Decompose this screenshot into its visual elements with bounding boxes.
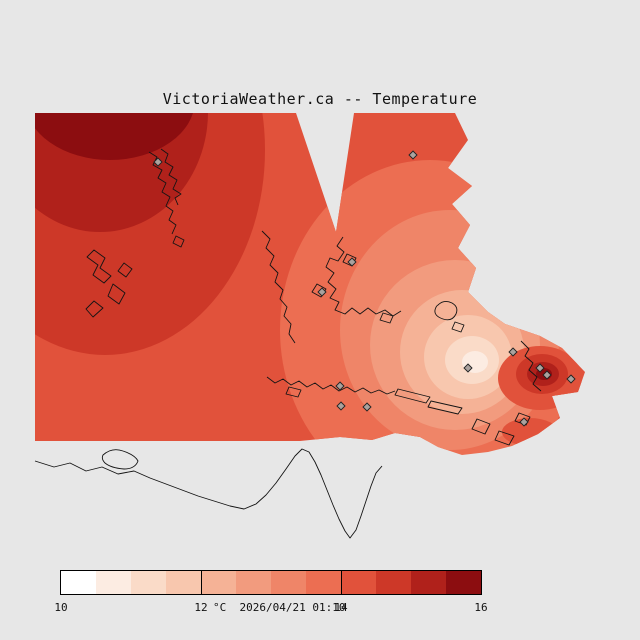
- colorbar-tick-label: 10: [54, 601, 68, 614]
- colorbar-segment: [236, 571, 271, 594]
- colorbar-segment: [166, 571, 201, 594]
- coastline-se-island-2: [494, 430, 515, 446]
- colorbar-tick: [200, 571, 202, 594]
- coastline-island-east: [261, 230, 296, 344]
- colorbar-caption: °C 2026/04/21 01:10: [213, 601, 346, 614]
- colorbar-tick-label: 12: [194, 601, 208, 614]
- colorbar-tick-label: 16: [474, 601, 488, 614]
- coastline-mainland: [325, 236, 402, 317]
- temp-band-dark2: [35, 113, 208, 232]
- colorbar-tick: [341, 571, 342, 594]
- colorbar-segment: [201, 571, 236, 594]
- coastline-gulf-island-2: [107, 283, 126, 305]
- station-diamond-icon: [542, 370, 552, 380]
- coastline-harbor: [285, 386, 302, 398]
- station-markers: [153, 150, 576, 427]
- temperature-field: [35, 113, 585, 455]
- colorbar-segment: [271, 571, 306, 594]
- colorbar-segment: [446, 571, 481, 594]
- lake-4: [451, 321, 465, 333]
- coastline-gulf-island-1: [86, 249, 112, 284]
- coastline-peninsula: [160, 148, 182, 206]
- temp-band-dark3: [35, 113, 195, 160]
- coastline-se-island-1: [471, 418, 491, 435]
- station-diamond-icon: [347, 257, 357, 267]
- colorbar-segment: [376, 571, 411, 594]
- station-diamond-icon: [335, 381, 345, 391]
- station-diamond-icon: [508, 347, 518, 357]
- lake-5: [379, 312, 394, 324]
- coastline-spit-2: [427, 400, 463, 415]
- station-diamond-icon: [535, 363, 545, 373]
- lake-olympic: [101, 449, 139, 470]
- station-diamond-icon: [362, 402, 372, 412]
- colorbar-segment: [61, 571, 96, 594]
- colorbar-segment: [411, 571, 446, 594]
- station-diamond-icon: [408, 150, 418, 160]
- colorbar-segment: [306, 571, 341, 594]
- colorbar-tick-label: 14: [334, 601, 348, 614]
- station-diamond-icon: [519, 417, 529, 427]
- colorbar-segment: [131, 571, 166, 594]
- coastline-se-island-3: [514, 412, 531, 426]
- coastline-south-shore: [266, 376, 396, 395]
- coastline-saanich-inlet: [148, 151, 177, 235]
- colorbar-segment: [96, 571, 131, 594]
- coastline-olympic: [34, 448, 383, 539]
- coastline-inlet-blob: [172, 235, 185, 248]
- station-diamond-icon: [153, 157, 163, 167]
- station-diamond-icon: [566, 374, 576, 384]
- coastline-east-shore: [520, 340, 542, 392]
- coastline-gulf-island-4: [117, 262, 133, 278]
- coastline-gulf-island-3: [85, 300, 104, 318]
- coastline-spit-1: [394, 388, 431, 404]
- lake-3: [434, 300, 458, 321]
- station-diamond-icon: [317, 287, 327, 297]
- colorbar: [60, 570, 482, 595]
- lake-2: [311, 283, 327, 298]
- page-title: VictoriaWeather.ca -- Temperature: [162, 90, 478, 108]
- station-diamond-icon: [463, 363, 473, 373]
- station-diamond-icon: [336, 401, 346, 411]
- colorbar-segment: [341, 571, 376, 594]
